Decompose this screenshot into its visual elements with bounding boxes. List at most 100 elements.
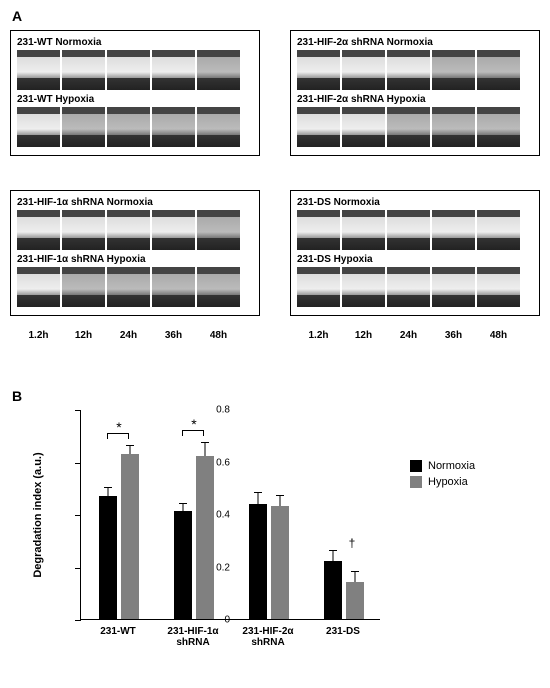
bar [271,506,289,619]
timepoint-label: 36h [431,330,476,341]
gel-lane [17,210,60,250]
gel-lane [387,210,430,250]
x-category-label: 231-HIF-2αshRNA [233,626,303,648]
timepoint-label: 1.2h [16,330,61,341]
gel-lane [342,210,385,250]
gel-lane [107,210,150,250]
gel-lane [387,267,430,307]
gel-row [17,210,253,250]
gel-lane [297,50,340,90]
y-tick-label: 0.6 [55,457,230,468]
gel-lane [107,50,150,90]
gel-lane [152,267,195,307]
gel-row [297,107,533,147]
gel-lane [107,107,150,147]
bar [324,561,342,619]
timepoint-label: 1.2h [296,330,341,341]
gel-block-hif1a: 231-HIF-1α shRNA Normoxia 231-HIF-1α shRN… [10,190,260,316]
gel-block-ds: 231-DS Normoxia 231-DS Hypoxia [290,190,540,316]
gel-lane [432,107,475,147]
gel-lane [342,107,385,147]
y-tick-label: 0.2 [55,562,230,573]
gel-lane [477,107,520,147]
gel-row [17,107,253,147]
y-tick-label: 0.4 [55,510,230,521]
gel-lane [17,107,60,147]
x-category-label: 231-WT [83,626,153,637]
y-tick-label: 0.8 [55,405,230,416]
gel-row-title: 231-DS Normoxia [297,197,533,208]
gel-lane [152,50,195,90]
timepoint-label: 12h [341,330,386,341]
gel-row [297,210,533,250]
chart-legend: Normoxia Hypoxia [410,460,475,492]
gel-lane [197,210,240,250]
timepoint-label: 48h [196,330,241,341]
gel-lane [17,267,60,307]
gel-row-title: 231-HIF-2α shRNA Hypoxia [297,94,533,105]
gel-row [17,267,253,307]
gel-lane [62,267,105,307]
gel-row-title: 231-DS Hypoxia [297,254,533,265]
x-category-label: 231-DS [308,626,378,637]
gel-row [297,50,533,90]
timepoint-labels: 1.2h12h24h36h48h [296,330,521,341]
gel-lane [432,267,475,307]
gel-lane [62,107,105,147]
bar [249,504,267,620]
gel-lane [152,210,195,250]
gel-lane [477,50,520,90]
gel-lane [387,107,430,147]
gel-block-wt: 231-WT Normoxia 231-WT Hypoxia [10,30,260,156]
significance-star: * [191,416,196,432]
legend-swatch [410,460,422,472]
significance-dagger: † [349,536,356,550]
gel-lane [477,267,520,307]
gel-lane [17,50,60,90]
timepoint-label: 24h [106,330,151,341]
x-category-label: 231-HIF-1αshRNA [158,626,228,648]
gel-row-title: 231-WT Normoxia [17,37,253,48]
legend-item: Hypoxia [410,476,475,488]
gel-row-title: 231-HIF-2α shRNA Normoxia [297,37,533,48]
legend-label: Hypoxia [428,476,468,488]
gel-row-title: 231-WT Hypoxia [17,94,253,105]
gel-lane [297,107,340,147]
gel-row-title: 231-HIF-1α shRNA Normoxia [17,197,253,208]
legend-swatch [410,476,422,488]
timepoint-label: 36h [151,330,196,341]
gel-lane [432,210,475,250]
timepoint-label: 48h [476,330,521,341]
gel-lane [197,267,240,307]
significance-star: * [116,419,121,435]
timepoint-labels: 1.2h12h24h36h48h [16,330,241,341]
gel-lane [297,267,340,307]
bar [346,582,364,619]
gel-lane [387,50,430,90]
gel-lane [62,50,105,90]
gel-lane [342,50,385,90]
y-tick-label: 0 [55,615,230,626]
gel-block-hif2a: 231-HIF-2α shRNA Normoxia 231-HIF-2α shRN… [290,30,540,156]
gel-row [297,267,533,307]
gel-lane [62,210,105,250]
bar [196,456,214,619]
gel-lane [197,107,240,147]
gel-row-title: 231-HIF-1α shRNA Hypoxia [17,254,253,265]
panel-a: 231-WT Normoxia 231-WT Hypoxia 231-HIF-2α … [10,30,540,350]
gel-lane [107,267,150,307]
gel-lane [477,210,520,250]
gel-lane [197,50,240,90]
gel-row [17,50,253,90]
gel-lane [297,210,340,250]
y-axis-title: Degradation index (a.u.) [32,452,44,577]
gel-lane [152,107,195,147]
bar [121,454,139,619]
panel-b: Degradation index (a.u.) * * † Normoxia Hyp… [10,390,540,680]
timepoint-label: 24h [386,330,431,341]
panel-a-label: A [12,8,22,24]
gel-lane [342,267,385,307]
timepoint-label: 12h [61,330,106,341]
gel-lane [432,50,475,90]
legend-label: Normoxia [428,460,475,472]
